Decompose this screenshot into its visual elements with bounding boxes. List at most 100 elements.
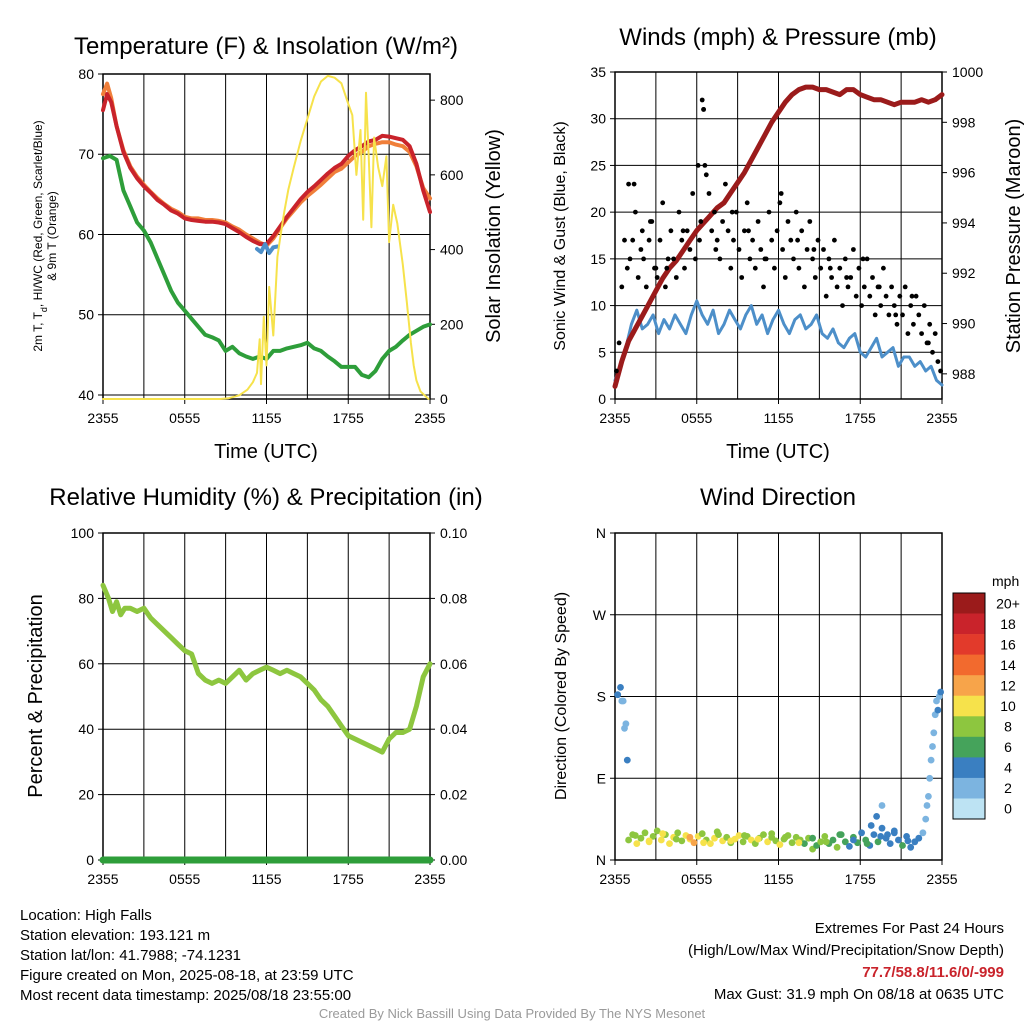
gust-point [777, 200, 783, 206]
gust-point [845, 284, 851, 290]
gust-point [713, 247, 719, 252]
gust-point [823, 293, 829, 299]
wind-direction-point [678, 837, 686, 845]
gust-point [725, 228, 731, 234]
gust-point [752, 265, 758, 271]
wind-direction-point [621, 724, 628, 732]
gust-point [664, 265, 670, 271]
wind-direction-point [890, 827, 898, 835]
wind-direction-point [895, 836, 902, 844]
winds-xlabel: Time (UTC) [726, 441, 830, 463]
gust-point [799, 228, 805, 234]
gust-point [876, 284, 882, 290]
gust-point [690, 191, 696, 196]
gust-point [796, 265, 802, 271]
winds-x-tick-label: 1155 [763, 410, 793, 426]
figure-created-text: Figure created on Mon, 2025-08-18, at 23… [20, 967, 354, 984]
wind-direction-point [822, 838, 830, 846]
rh-y-tick-label: 100 [71, 525, 95, 541]
gust-point [881, 265, 886, 271]
colorbar-label: 4 [1004, 760, 1012, 776]
max-gust-text: Max Gust: 31.9 mph On 08/18 at 0635 UTC [713, 986, 1004, 1003]
relative-humidity-line [100, 582, 433, 755]
gust-point [867, 293, 873, 299]
rh-y2-tick-label: 0.10 [440, 525, 467, 541]
gust-point [909, 293, 915, 299]
gust-point [851, 247, 856, 252]
winds-x-tick-label: 0555 [681, 410, 712, 426]
gust-point [657, 237, 663, 243]
extremes-title: Extremes For Past 24 Hours [814, 920, 1004, 937]
wind-direction-point [886, 840, 894, 847]
wind-direction-point [741, 832, 748, 839]
gust-point [709, 228, 715, 234]
gust-point [697, 237, 702, 243]
colorbar-label: 8 [1004, 719, 1012, 735]
gust-point [870, 275, 875, 280]
gust-point [731, 237, 736, 243]
winds-y2-tick-label: 992 [952, 265, 976, 281]
gust-point [761, 284, 766, 290]
sonic-wind-line [613, 299, 944, 387]
gust-point [840, 303, 845, 308]
gust-point [788, 237, 794, 243]
wind-direction-point [657, 836, 665, 844]
wind-direction-point [713, 828, 721, 836]
rh-x-tick-label: 1155 [251, 871, 281, 887]
gust-point [935, 359, 941, 364]
gust-point [702, 163, 708, 168]
gust-point [643, 284, 649, 290]
wind-direction-point [937, 688, 944, 696]
winds-x-tick-label: 2355 [599, 410, 630, 426]
wind-direction-point [686, 833, 694, 841]
gust-point [772, 265, 777, 271]
wind-direction-point [850, 836, 857, 844]
rh-x-tick-label: 2355 [87, 871, 118, 887]
gust-point [859, 303, 864, 308]
wind-direction-point [659, 830, 667, 838]
gust-point [729, 209, 735, 215]
gust-point [804, 247, 810, 252]
gust-point [916, 312, 922, 318]
gust-point [832, 237, 837, 243]
gust-point [755, 219, 761, 224]
gust-point [861, 284, 867, 290]
wind-direction-point [764, 838, 771, 846]
temp-y2-tick-label: 800 [440, 92, 464, 108]
colorbar-swatch [953, 757, 985, 779]
gust-point [780, 247, 785, 252]
gust-point [712, 209, 717, 215]
gust-point [698, 219, 704, 224]
gust-point [668, 228, 674, 234]
gust-point [736, 247, 742, 252]
extremes-block: Extremes For Past 24 Hours (High/Low/Max… [688, 918, 1004, 1006]
gust-point [766, 209, 772, 215]
wind-direction-point [641, 829, 649, 837]
wind-direction-point [645, 837, 653, 845]
wind-direction-point [923, 802, 931, 809]
winds-y-tick-label: 10 [590, 298, 606, 314]
rh-x-tick-label: 2355 [414, 871, 445, 887]
gust-point [821, 247, 826, 252]
gust-point [769, 237, 775, 243]
gust-point [878, 303, 884, 308]
gust-point [853, 293, 859, 299]
colorbar-label: 16 [1000, 636, 1016, 652]
wind-direction-point [633, 840, 641, 847]
gust-point [762, 256, 768, 262]
wind-direction-point [858, 829, 865, 837]
wind-direction-point [632, 832, 639, 839]
gust-point [829, 275, 834, 280]
wind-direction-point [934, 706, 942, 714]
winds-ylabel: Sonic Wind & Gust (Blue, Black) [552, 121, 569, 350]
wind-direction-point [788, 839, 796, 847]
winds-y-tick-label: 30 [590, 111, 606, 127]
gust-point [894, 321, 900, 327]
humidity-panel-title: Relative Humidity (%) & Precipitation (i… [49, 484, 482, 511]
gust-point [739, 275, 745, 280]
wind-direction-point [867, 822, 875, 829]
gust-point [919, 331, 924, 336]
location-text: Location: High Falls [20, 907, 152, 924]
gust-point [793, 209, 799, 215]
gust-point [638, 247, 644, 252]
